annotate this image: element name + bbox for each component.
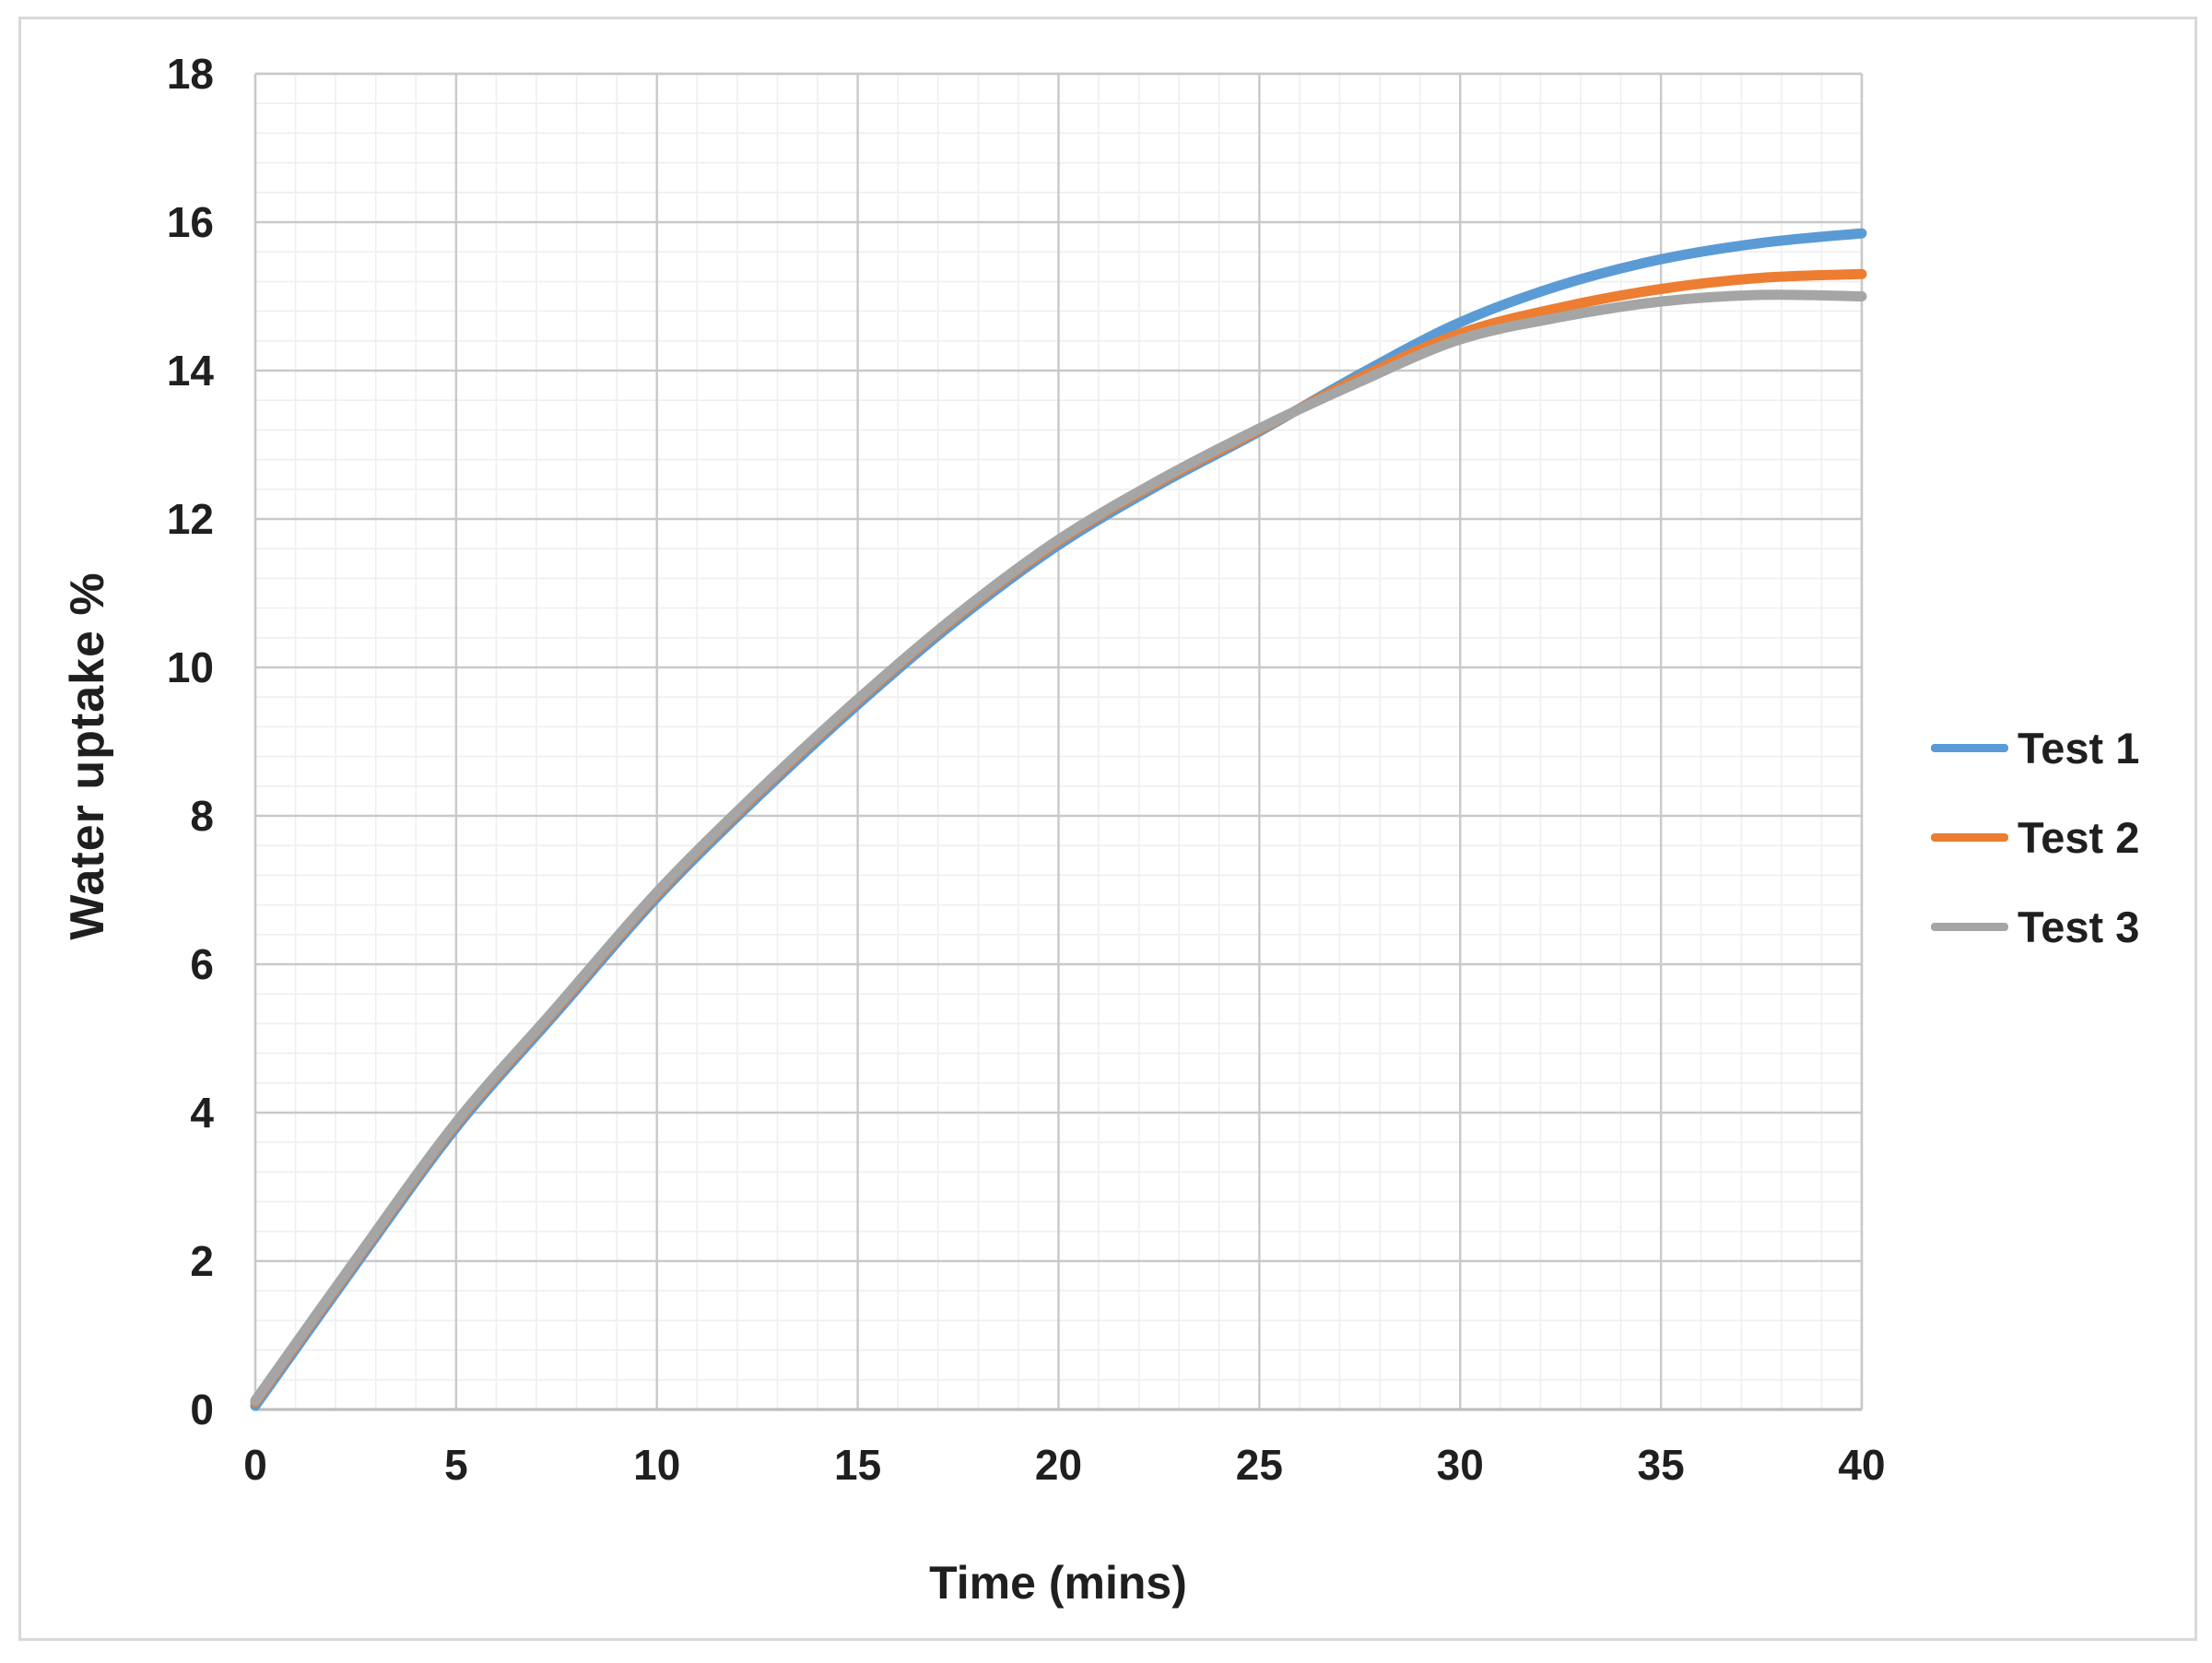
legend-line-swatch xyxy=(1931,923,2008,931)
y-tick-label: 6 xyxy=(190,940,214,988)
legend-item-test-3: Test 3 xyxy=(1931,882,2139,972)
x-tick-label: 15 xyxy=(834,1441,882,1489)
legend: Test 1 Test 2 Test 3 xyxy=(1931,703,2139,972)
x-axis-title: Time (mins) xyxy=(929,1557,1187,1609)
x-tick-label: 25 xyxy=(1235,1441,1283,1489)
y-tick-label: 8 xyxy=(190,792,214,840)
x-tick-label: 0 xyxy=(243,1441,267,1489)
x-tick-label: 40 xyxy=(1838,1441,1886,1489)
x-tick-label: 5 xyxy=(444,1441,468,1489)
legend-item-test-1: Test 1 xyxy=(1931,703,2139,793)
series-line-test-3 xyxy=(250,289,1867,1406)
legend-label: Test 3 xyxy=(2018,902,2140,951)
x-tick-label: 35 xyxy=(1637,1441,1685,1489)
y-tick-label: 12 xyxy=(166,495,214,543)
y-tick-label: 16 xyxy=(166,198,214,246)
y-tick-label: 0 xyxy=(190,1386,214,1433)
y-tick-label: 18 xyxy=(166,50,214,98)
y-tick-label: 14 xyxy=(166,347,214,395)
chart-border xyxy=(18,17,2197,1641)
legend-line-swatch xyxy=(1931,833,2008,842)
y-axis-title: Water uptake % xyxy=(61,572,114,940)
x-tick-label: 10 xyxy=(633,1441,681,1489)
y-tick-label: 10 xyxy=(166,643,214,691)
legend-label: Test 2 xyxy=(2018,813,2140,862)
y-tick-label: 4 xyxy=(190,1089,214,1137)
x-tick-label: 30 xyxy=(1436,1441,1484,1489)
y-tick-label: 2 xyxy=(190,1237,214,1285)
x-tick-label: 20 xyxy=(1034,1441,1083,1489)
legend-item-test-2: Test 2 xyxy=(1931,793,2139,882)
legend-line-swatch xyxy=(1931,744,2008,752)
legend-label: Test 1 xyxy=(2018,724,2140,773)
